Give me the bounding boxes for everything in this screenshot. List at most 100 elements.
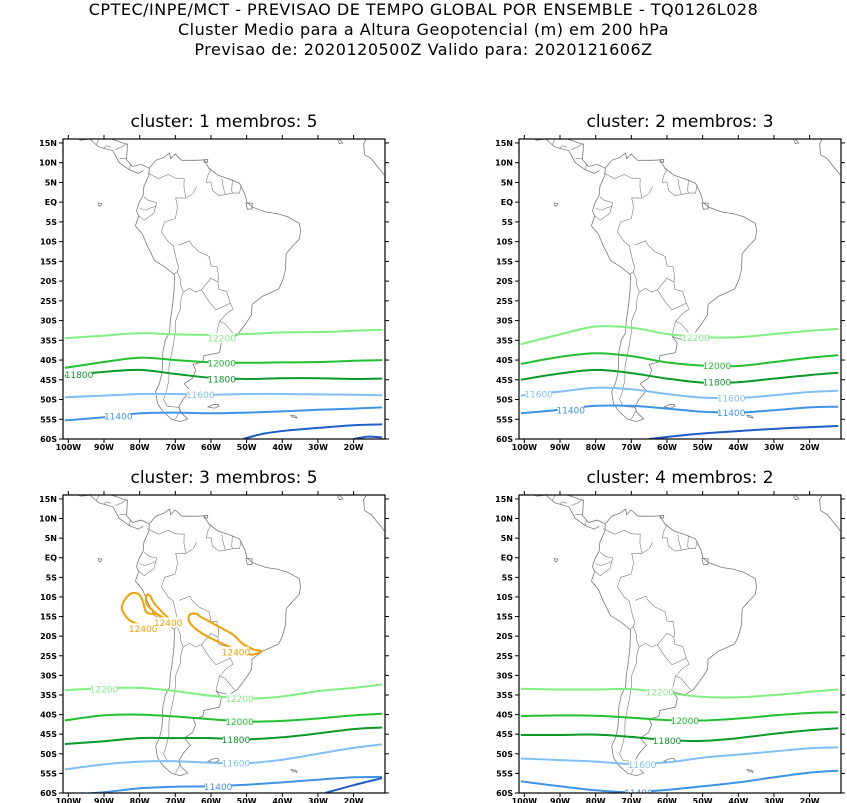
lat-tick-label: 35S [40, 336, 57, 345]
contour-label-12200-0: 12200 [207, 334, 236, 344]
map-plot-area: 1240012400124001220012200120001180011600… [64, 495, 385, 793]
lat-tick-label: 50S [40, 396, 57, 405]
lat-tick-label: 15S [40, 613, 57, 622]
coastline-south-america [590, 508, 758, 777]
lon-tick-label: 20W [800, 797, 820, 803]
lon-tick-label: 50W [237, 443, 257, 452]
contour-label-12000-0: 12000 [703, 362, 732, 372]
country-border-12 [175, 409, 181, 420]
contour-label-bg [671, 715, 698, 726]
lon-tick-label: 90W [94, 443, 114, 452]
coastline-cape-verde [792, 139, 800, 145]
lat-tick-label: 25S [496, 652, 513, 661]
contour-label-11600-0: 11600 [524, 391, 553, 401]
lon-tick-label: 30W [764, 443, 784, 452]
coastline-africa-north [363, 139, 367, 145]
country-border-2 [138, 561, 156, 577]
lat-tick-label: 10N [495, 515, 513, 524]
panel-title-1: cluster: 1 membros: 5 [130, 112, 318, 132]
country-border-3 [205, 524, 242, 552]
lat-tick-label: 5S [502, 218, 514, 227]
header-line-1: CPTEC/INPE/MCT - PREVISAO DE TEMPO GLOBA… [88, 0, 759, 19]
country-border-1 [595, 196, 614, 211]
lon-tick-label: 100W [512, 443, 538, 452]
coastline-island-7 [97, 202, 103, 207]
country-border-13 [559, 501, 568, 505]
country-border-14 [570, 498, 584, 506]
country-border-5 [687, 179, 689, 194]
coastline-central-america-pacific [76, 139, 144, 174]
lat-tick-label: 45S [496, 730, 513, 739]
contour-11200-5 [242, 423, 383, 439]
country-border-14 [114, 498, 128, 506]
figure-header: CPTEC/INPE/MCT - PREVISAO DE TEMPO GLOBA… [0, 0, 847, 60]
panel-title-2: cluster: 2 membros: 3 [586, 112, 774, 132]
lat-tick-label: 10N [495, 159, 513, 168]
lon-tick-label: 90W [550, 797, 570, 803]
lat-tick-label: 45S [40, 730, 57, 739]
lat-tick-label: 10S [496, 238, 513, 247]
contour-label-bg [646, 687, 673, 698]
coastline-island-5 [206, 403, 220, 409]
country-border-13 [103, 501, 112, 505]
coastline-africa [363, 144, 385, 176]
contour-label-bg [222, 646, 249, 657]
header-line-3: Previsao de: 2020120500Z Valido para: 20… [194, 40, 653, 59]
country-border-1 [595, 551, 614, 566]
map-panel-cluster-1: 12200 12000 11800 11800 11600 11400 15N 10N 5N EQ… [39, 135, 389, 452]
lon-tick-label: 40W [272, 797, 292, 803]
contour-11200-6 [353, 435, 383, 439]
contour-12200-0 [520, 325, 839, 346]
lon-tick-label: 70W [621, 443, 641, 452]
lat-tick-label: 15S [40, 257, 57, 266]
contour-label-11400-0: 11400 [104, 413, 133, 423]
contour-11800-2 [520, 368, 839, 384]
country-border-7 [176, 240, 220, 293]
contour-label-12200-0: 12200 [646, 689, 675, 699]
panel-title-3: cluster: 3 membros: 5 [130, 468, 318, 488]
contour-label-11800-0: 11800 [65, 371, 94, 381]
lat-tick-label: 25S [40, 297, 57, 306]
lon-tick-label: 50W [693, 797, 713, 803]
contour-label-bg [557, 404, 584, 415]
coastline-cape-verde [336, 139, 344, 145]
lon-tick-label: 20W [800, 443, 820, 452]
lat-tick-label: EQ [501, 198, 513, 207]
contour-label-bg [653, 735, 680, 746]
contour-label-bg [155, 617, 182, 628]
contour-label-12200-1: 12200 [225, 695, 254, 705]
lat-tick-label: 55S [496, 769, 513, 778]
country-border-5 [231, 179, 233, 194]
lon-tick-label: 20W [344, 797, 364, 803]
country-border-5 [687, 535, 689, 549]
contour-label-11800-0: 11800 [653, 737, 682, 747]
lat-tick-label: 50S [496, 750, 513, 759]
coastline-island-3 [659, 159, 665, 163]
country-border-16 [129, 520, 131, 526]
lon-tick-label: 60W [657, 443, 677, 452]
contour-label-12400-0: 12400 [154, 619, 183, 629]
country-border-16 [129, 164, 131, 170]
country-border-10 [216, 676, 220, 692]
country-border-8 [657, 281, 687, 311]
coastline-island-4 [701, 202, 709, 210]
panel-title-4: cluster: 4 membros: 2 [586, 468, 774, 488]
country-border-14 [570, 142, 584, 150]
map-plot-area: 12200 12000 11800 11800 11600 11400 [64, 139, 385, 439]
coastline-island-4 [701, 558, 709, 566]
country-border-4 [221, 178, 226, 195]
country-border-7 [632, 595, 676, 648]
lon-tick-label: 100W [56, 797, 82, 803]
lat-tick-label: 60S [496, 435, 513, 444]
country-border-9 [218, 657, 235, 691]
lat-tick-label: 55S [496, 415, 513, 424]
country-border-8 [657, 636, 687, 666]
lon-tick-label: 90W [94, 797, 114, 803]
contour-label-12000-0: 12000 [670, 717, 699, 727]
country-border-9 [218, 303, 235, 336]
coastline-south-america [134, 152, 302, 423]
contour-label-11600-0: 11600 [186, 391, 215, 401]
lon-tick-label: 80W [586, 797, 606, 803]
lon-tick-label: 40W [728, 797, 748, 803]
lat-tick-label: 60S [40, 435, 57, 444]
